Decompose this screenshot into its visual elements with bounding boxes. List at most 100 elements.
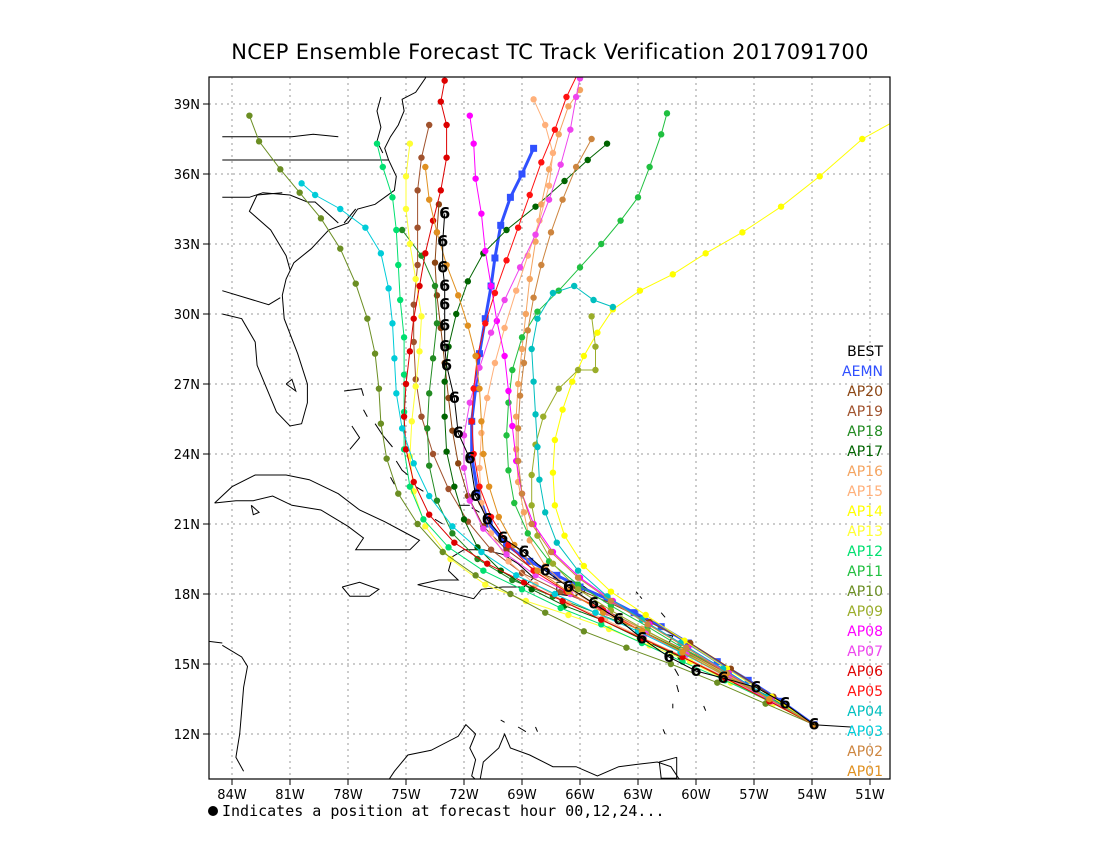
track-position-marker xyxy=(532,231,539,238)
hurricane-symbol-icon: 6 xyxy=(441,355,452,374)
coastline-segment xyxy=(388,723,681,779)
track-position-marker xyxy=(514,380,522,388)
track-line xyxy=(405,143,815,726)
track-position-marker xyxy=(555,131,562,138)
track-position-marker xyxy=(588,135,595,143)
track-position-marker xyxy=(905,110,911,116)
hurricane-symbol-icon: 6 xyxy=(482,509,493,528)
track-position-marker xyxy=(460,432,468,439)
track-position-marker xyxy=(766,695,773,703)
track-position-marker xyxy=(638,639,646,647)
track-position-marker xyxy=(410,460,417,467)
track-position-marker xyxy=(646,163,653,171)
track-position-marker xyxy=(426,196,433,203)
track-position-marker xyxy=(445,544,452,551)
track-position-marker xyxy=(481,315,489,323)
track-position-marker xyxy=(524,327,531,334)
track-position-marker xyxy=(317,215,325,222)
track-position-marker xyxy=(298,180,305,187)
track-position-marker xyxy=(485,483,493,490)
track-position-marker xyxy=(569,378,576,385)
track-ap14 xyxy=(549,110,911,728)
track-position-marker xyxy=(491,289,499,297)
lon-tick-label: 57W xyxy=(739,788,769,803)
track-position-marker xyxy=(476,483,483,490)
track-position-marker xyxy=(439,548,446,556)
legend-entry-ap19: AP19 xyxy=(847,404,883,420)
track-position-marker xyxy=(406,140,414,147)
track-position-marker xyxy=(398,425,406,432)
track-position-marker xyxy=(474,544,481,551)
track-position-marker xyxy=(528,471,535,479)
legend-entry-ap16: AP16 xyxy=(847,464,883,480)
legend-entry-ap07: AP07 xyxy=(847,644,883,660)
track-position-marker xyxy=(246,112,253,119)
track-position-marker xyxy=(557,161,564,168)
track-position-marker xyxy=(549,149,557,157)
track-position-marker xyxy=(513,287,520,294)
hurricane-symbol-icon: 6 xyxy=(518,542,529,561)
legend-entry-ap05: AP05 xyxy=(847,684,883,700)
track-position-marker xyxy=(516,392,524,399)
legend-entry-ap06: AP06 xyxy=(847,664,883,680)
track-position-marker xyxy=(364,315,371,322)
track-position-marker xyxy=(505,399,512,406)
track-position-marker xyxy=(518,345,526,353)
track-position-marker xyxy=(553,571,561,579)
legend-entry-ap03: AP03 xyxy=(847,724,883,740)
track-position-marker xyxy=(389,194,396,201)
track-position-marker xyxy=(478,429,485,437)
track-position-marker xyxy=(540,413,547,420)
track-position-marker xyxy=(630,609,638,617)
track-position-marker xyxy=(513,413,520,420)
hurricane-symbol-icon: 6 xyxy=(563,577,574,596)
track-position-marker xyxy=(572,163,580,171)
track-position-marker xyxy=(534,315,541,322)
track-position-marker xyxy=(580,352,588,360)
track-position-marker xyxy=(553,539,560,546)
track-position-marker xyxy=(400,371,408,378)
track-position-marker xyxy=(416,282,423,290)
track-position-marker xyxy=(393,390,400,397)
track-position-marker xyxy=(509,422,516,430)
track-position-marker xyxy=(426,462,433,469)
track-position-marker xyxy=(567,126,574,133)
track-position-marker xyxy=(464,322,472,329)
track-position-marker xyxy=(412,275,419,283)
track-position-marker xyxy=(590,296,597,304)
track-position-marker xyxy=(449,523,456,530)
track-position-marker xyxy=(549,289,557,297)
track-position-marker xyxy=(480,525,487,532)
lon-tick-label: 72W xyxy=(449,788,479,803)
track-ap18 xyxy=(398,226,818,728)
track-position-marker xyxy=(447,555,454,563)
track-position-marker xyxy=(426,390,433,397)
coastline-segment xyxy=(250,504,261,516)
track-position-marker xyxy=(506,193,514,201)
track-position-marker xyxy=(379,163,386,171)
hurricane-symbol-icon: 6 xyxy=(663,647,674,666)
track-position-marker xyxy=(516,264,524,271)
track-position-marker xyxy=(393,226,400,234)
track-position-marker xyxy=(451,483,458,490)
track-position-marker xyxy=(487,513,495,521)
track-position-marker xyxy=(476,364,483,371)
track-position-marker xyxy=(400,334,408,341)
coastline-segment xyxy=(349,425,361,450)
track-position-marker xyxy=(520,359,528,367)
track-line xyxy=(413,124,815,726)
track-position-marker xyxy=(501,296,508,304)
lat-tick-label: 12N xyxy=(174,728,200,743)
track-position-marker xyxy=(702,250,709,257)
legend-entry-ap11: AP11 xyxy=(847,564,883,580)
track-position-marker xyxy=(478,210,485,217)
track-position-marker xyxy=(859,135,866,143)
lat-tick-label: 21N xyxy=(174,518,200,533)
track-position-marker xyxy=(443,261,450,269)
track-position-marker xyxy=(455,292,462,299)
track-position-marker xyxy=(497,221,505,229)
track-position-marker xyxy=(513,572,520,579)
track-ap15 xyxy=(476,96,818,728)
track-position-marker xyxy=(503,257,510,264)
track-position-marker xyxy=(561,177,568,185)
